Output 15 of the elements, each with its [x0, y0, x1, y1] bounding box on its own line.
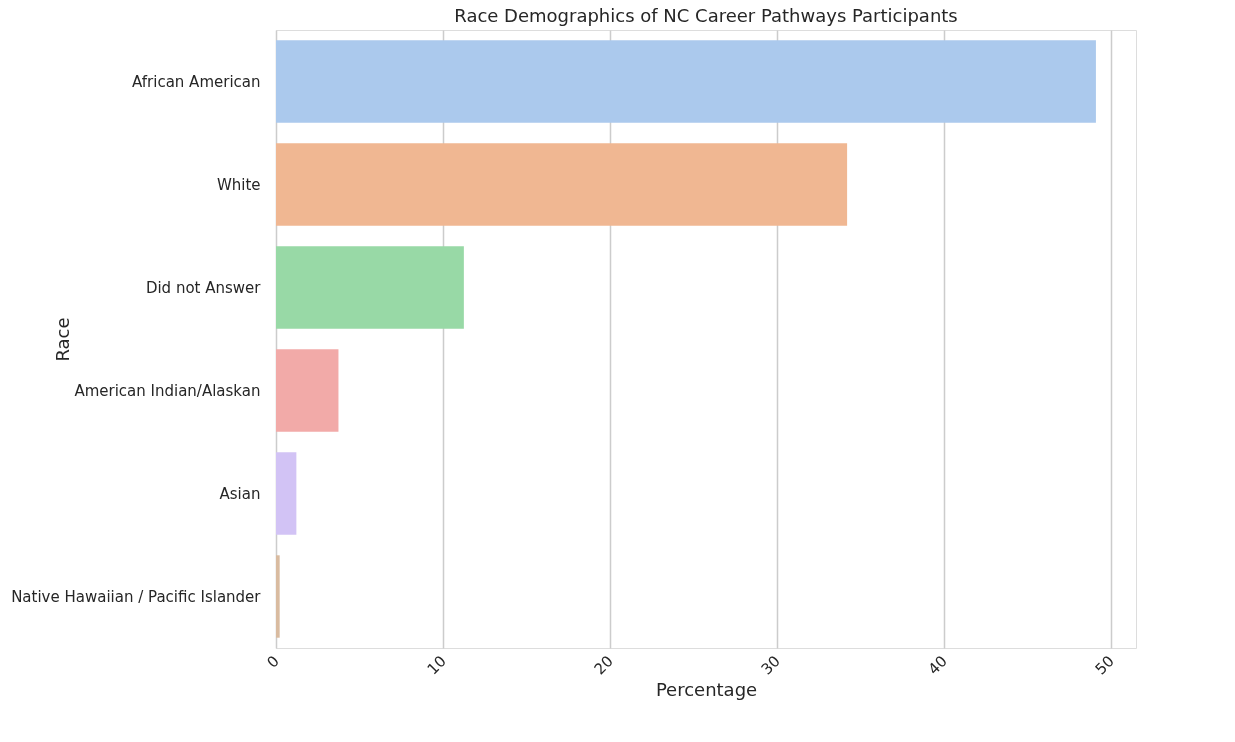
x-tick-label: 0 [263, 652, 283, 672]
y-tick-label: White [216, 175, 261, 194]
y-tick-label: Did not Answer [145, 278, 262, 297]
y-tick-label: American Indian/Alaskan [74, 381, 261, 400]
y-tick-label: Native Hawaiian / Pacific Islander [11, 587, 262, 606]
y-tick-label: African American [132, 72, 261, 91]
x-axis-title: Percentage [655, 678, 758, 700]
x-tick-label: 10 [423, 652, 450, 679]
x-tick-label: 20 [590, 652, 617, 679]
x-tick-label: 50 [1091, 652, 1118, 679]
y-axis-title: Race [51, 317, 73, 362]
y-tick-label: Asian [219, 484, 261, 503]
chart-title: Race Demographics of NC Career Pathways Participants [454, 5, 958, 26]
x-tick-label: 30 [757, 652, 784, 679]
x-tick-label: 40 [924, 652, 951, 679]
